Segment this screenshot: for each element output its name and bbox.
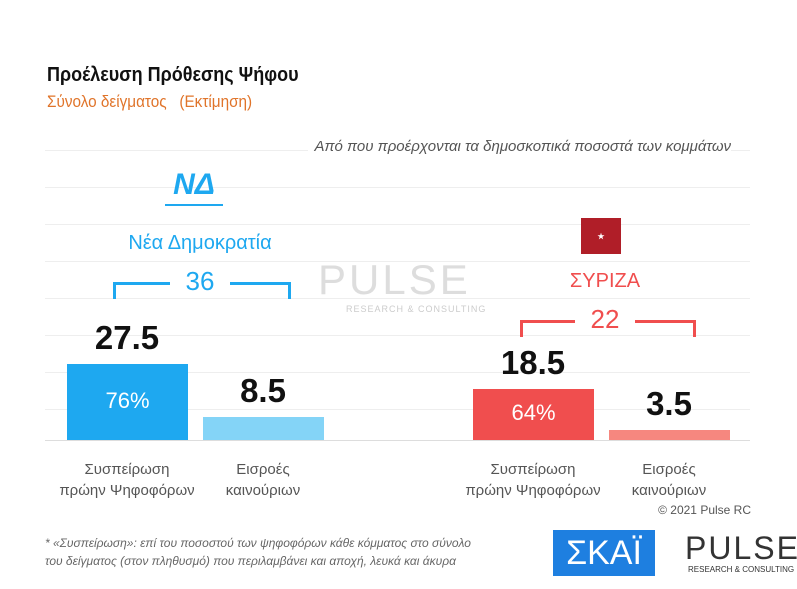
- gridline: [45, 409, 750, 410]
- party-name: ΣΥΡΙΖΑ: [569, 270, 641, 292]
- bar-value-label: 18.5: [500, 343, 566, 381]
- syriza-logo-icon: ⋆: [581, 218, 621, 254]
- gridline: [45, 335, 750, 336]
- category-label-line: Εισροές: [642, 461, 696, 478]
- bar-value-label: 3.5: [646, 385, 692, 423]
- category-label-line: Εισροές: [236, 461, 290, 478]
- category-label-line: καινούριων: [631, 482, 707, 499]
- bar-value-label: 8.5: [240, 371, 286, 409]
- party-total: 36: [170, 266, 230, 297]
- party-total: 22: [575, 304, 635, 335]
- chart-title: Προέλευση Πρόθεσης Ψήφου: [47, 64, 299, 86]
- chart-note: Από που προέρχονται τα δημοσκοπικά ποσοσ…: [308, 138, 731, 155]
- pulse-watermark: PULSE: [318, 256, 471, 303]
- bar-value-label: 27.5: [94, 319, 160, 356]
- footnote-line: του δείγματος (στον πληθυσμό) που περιλα…: [45, 554, 456, 568]
- retention-percent: 64%: [511, 400, 556, 426]
- footnote-line: * «Συσπείρωση»: επί του ποσοστού των ψηφ…: [45, 536, 471, 550]
- gridline: [45, 298, 750, 299]
- chart-subtitle: Σύνολο δείγματος (Εκτίμηση): [47, 92, 253, 111]
- gridline: [45, 261, 750, 262]
- gridline: [45, 224, 750, 225]
- category-label: Εισροές καινούριων: [589, 459, 749, 501]
- skai-logo: ΣΚΑΪ: [553, 530, 655, 576]
- bar: [203, 416, 324, 440]
- footnote: * «Συσπείρωση»: επί του ποσοστού των ψηφ…: [45, 534, 471, 570]
- bar: [473, 388, 594, 440]
- category-label: Συσπείρωση πρώην Ψηφοφόρων: [453, 459, 613, 501]
- category-label-line: Συσπείρωση: [490, 461, 576, 478]
- bar: [609, 430, 730, 440]
- pulse-logo: PULSE: [685, 530, 797, 566]
- nd-logo: ΝΔ: [165, 168, 223, 206]
- copyright: © 2021 Pulse RC: [658, 503, 751, 517]
- gridline: [45, 187, 750, 188]
- pulse-watermark-sub: RESEARCH & CONSULTING: [346, 304, 487, 314]
- category-label-line: πρώην Ψηφοφόρων: [59, 482, 195, 499]
- party-name: Νέα Δημοκρατία: [128, 232, 272, 254]
- bar: [67, 364, 188, 440]
- category-label-line: Συσπείρωση: [84, 461, 170, 478]
- pulse-logo-sub: RESEARCH & CONSULTING: [688, 565, 795, 574]
- category-label: Εισροές καινούριων: [183, 459, 343, 501]
- gridline: [45, 372, 750, 373]
- retention-percent: 76%: [105, 388, 150, 413]
- category-label-line: καινούριων: [225, 482, 301, 499]
- category-label-line: πρώην Ψηφοφόρων: [465, 482, 601, 499]
- baseline: [45, 440, 750, 441]
- category-label: Συσπείρωση πρώην Ψηφοφόρων: [47, 459, 207, 501]
